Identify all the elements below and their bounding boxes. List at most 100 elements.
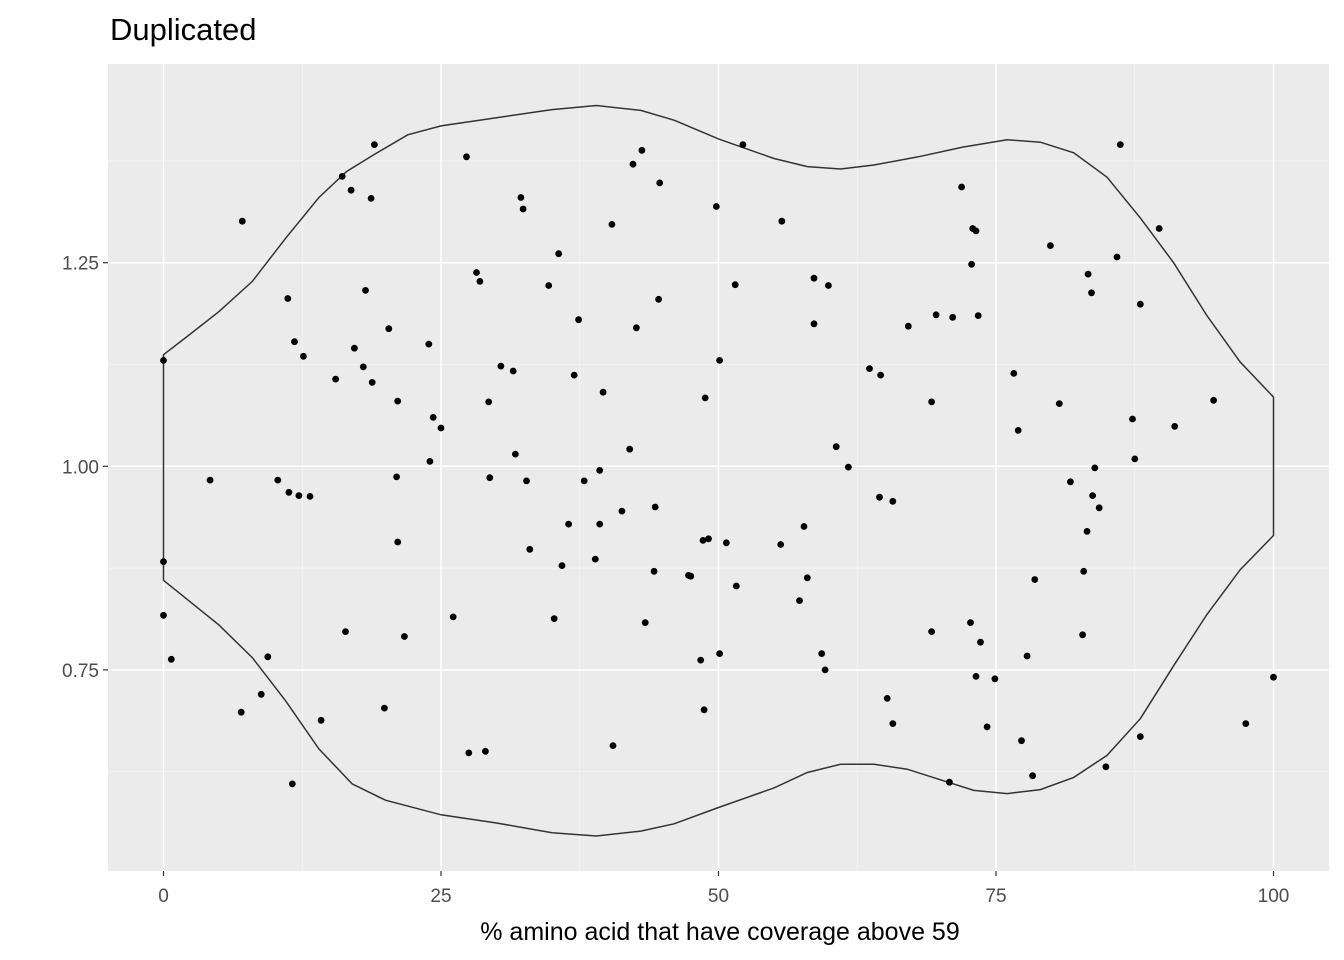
data-point (558, 562, 566, 569)
data-point (1131, 455, 1139, 463)
data-point (237, 708, 245, 716)
data-point (425, 340, 433, 348)
data-point (371, 141, 378, 149)
data-point (1210, 396, 1217, 404)
data-points (160, 141, 1277, 788)
data-point (206, 476, 214, 484)
data-point (160, 611, 167, 619)
y-tick-label: 1.25 (62, 254, 99, 275)
data-point (394, 397, 402, 405)
data-point (381, 704, 388, 712)
data-point (958, 183, 965, 191)
data-point (629, 160, 637, 168)
data-point (300, 352, 307, 360)
data-point (295, 492, 303, 499)
data-point (1270, 673, 1277, 681)
data-point (1095, 504, 1103, 512)
data-point (800, 523, 808, 530)
data-point (687, 572, 695, 580)
data-point (1014, 427, 1022, 434)
data-point (476, 278, 484, 285)
data-point (570, 371, 578, 379)
data-point (485, 398, 493, 406)
data-point (473, 269, 480, 276)
chart-title: Duplicated (110, 12, 256, 47)
data-point (883, 695, 891, 702)
data-point (697, 656, 705, 664)
data-point (1091, 464, 1099, 472)
data-point (866, 365, 873, 372)
data-point (1171, 423, 1179, 430)
data-point (580, 477, 588, 485)
data-point (1029, 772, 1036, 780)
data-point (803, 574, 811, 582)
data-point (565, 520, 572, 528)
data-point (359, 363, 367, 371)
data-point (509, 367, 517, 375)
data-point (347, 186, 355, 194)
major-gridlines (108, 64, 1329, 871)
data-point (426, 458, 434, 465)
data-point (351, 344, 358, 352)
data-point (633, 324, 640, 332)
data-point (317, 716, 325, 724)
data-point (338, 173, 346, 180)
data-point (972, 673, 980, 680)
data-point (284, 295, 292, 302)
x-tick-label: 25 (430, 886, 451, 907)
data-point (946, 778, 953, 786)
x-tick-label: 0 (158, 886, 169, 907)
x-axis: 0 25 50 75 100 (158, 871, 1289, 907)
data-point (591, 555, 599, 563)
data-point (825, 282, 832, 289)
data-point (545, 282, 553, 289)
data-point (967, 619, 974, 626)
data-point (393, 473, 400, 481)
data-point (160, 558, 167, 565)
x-axis-title: % amino acid that have coverage above 59 (480, 918, 959, 946)
data-point (655, 295, 662, 303)
data-point (1136, 733, 1144, 740)
data-point (810, 320, 818, 328)
data-point (465, 749, 473, 757)
data-point (1089, 492, 1096, 499)
data-point (626, 445, 634, 453)
data-point (1055, 400, 1063, 407)
data-point (291, 338, 298, 346)
data-point (928, 628, 935, 635)
data-point (699, 537, 707, 544)
data-point (876, 493, 883, 501)
data-point (972, 227, 980, 235)
data-point (1067, 478, 1074, 486)
y-tick-label: 0.75 (62, 661, 99, 682)
data-point (512, 450, 519, 458)
data-point (701, 394, 709, 402)
data-point (429, 414, 437, 421)
data-point (810, 274, 818, 282)
data-point (526, 545, 534, 553)
data-point (650, 567, 658, 575)
x-tick-label: 100 (1258, 886, 1290, 907)
data-point (932, 311, 940, 319)
data-point (722, 539, 730, 547)
data-point (1088, 289, 1095, 297)
data-point (700, 706, 708, 714)
data-point (486, 474, 494, 482)
data-point (238, 217, 246, 225)
data-point (1102, 763, 1110, 771)
data-point (796, 597, 803, 604)
data-point (977, 638, 984, 646)
data-point (991, 675, 999, 683)
data-point (367, 195, 375, 202)
data-point (949, 313, 957, 321)
data-point (974, 312, 982, 319)
y-tick-label: 1.00 (62, 457, 99, 478)
data-point (832, 443, 840, 451)
data-point (777, 541, 785, 548)
data-point (497, 362, 505, 370)
data-point (818, 650, 826, 657)
data-point (1031, 576, 1039, 583)
data-point (928, 398, 935, 406)
data-point (1113, 253, 1121, 261)
